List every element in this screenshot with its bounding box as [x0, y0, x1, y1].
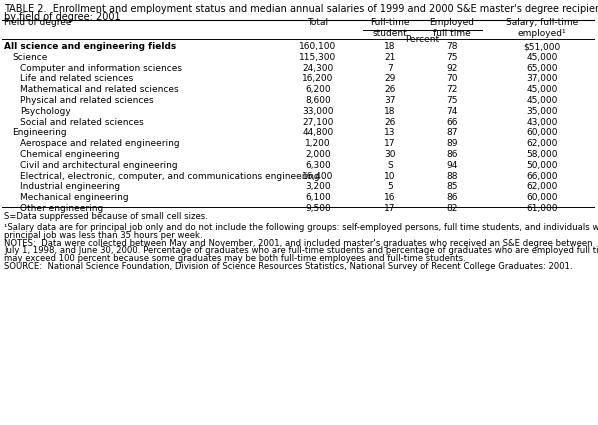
Text: 17: 17 — [385, 139, 396, 148]
Text: 30: 30 — [385, 150, 396, 159]
Text: Science: Science — [12, 53, 47, 62]
Text: 7: 7 — [387, 64, 393, 73]
Text: Field of degree: Field of degree — [4, 18, 72, 27]
Text: Psychology: Psychology — [20, 107, 71, 116]
Text: 10: 10 — [385, 172, 396, 181]
Text: Industrial engineering: Industrial engineering — [20, 182, 120, 191]
Text: 16,400: 16,400 — [303, 172, 334, 181]
Text: 72: 72 — [446, 85, 457, 94]
Text: 5: 5 — [387, 182, 393, 191]
Text: Mechanical engineering: Mechanical engineering — [20, 193, 129, 202]
Text: 26: 26 — [385, 85, 396, 94]
Text: S=Data suppressed because of small cell sizes.: S=Data suppressed because of small cell … — [4, 212, 208, 221]
Text: Percent: Percent — [405, 35, 440, 44]
Text: 66: 66 — [446, 118, 457, 127]
Text: Other engineering: Other engineering — [20, 204, 103, 213]
Text: Life and related sciences: Life and related sciences — [20, 74, 133, 83]
Text: 85: 85 — [446, 182, 457, 191]
Text: Aerospace and related engineering: Aerospace and related engineering — [20, 139, 179, 148]
Text: 86: 86 — [446, 150, 457, 159]
Text: Civil and architectural engineering: Civil and architectural engineering — [20, 161, 178, 170]
Text: 60,000: 60,000 — [526, 193, 558, 202]
Text: Engineering: Engineering — [12, 128, 66, 137]
Text: 70: 70 — [446, 74, 457, 83]
Text: Employed
full time: Employed full time — [429, 18, 474, 38]
Text: Physical and related sciences: Physical and related sciences — [20, 96, 154, 105]
Text: 35,000: 35,000 — [526, 107, 558, 116]
Text: Full-time
student: Full-time student — [370, 18, 410, 38]
Text: 13: 13 — [385, 128, 396, 137]
Text: 3,200: 3,200 — [305, 182, 331, 191]
Text: 82: 82 — [446, 204, 457, 213]
Text: 86: 86 — [446, 193, 457, 202]
Text: principal job was less than 35 hours per week.: principal job was less than 35 hours per… — [4, 231, 203, 240]
Text: 87: 87 — [446, 128, 457, 137]
Text: 78: 78 — [446, 42, 457, 51]
Text: 16,200: 16,200 — [303, 74, 334, 83]
Text: 62,000: 62,000 — [526, 139, 558, 148]
Text: 75: 75 — [446, 96, 457, 105]
Text: 6,100: 6,100 — [305, 193, 331, 202]
Text: 45,000: 45,000 — [526, 85, 558, 94]
Text: $51,000: $51,000 — [523, 42, 561, 51]
Text: 9,500: 9,500 — [305, 204, 331, 213]
Text: ¹Salary data are for principal job only and do not include the following groups:: ¹Salary data are for principal job only … — [4, 223, 598, 232]
Text: Computer and information sciences: Computer and information sciences — [20, 64, 182, 73]
Text: Chemical engineering: Chemical engineering — [20, 150, 120, 159]
Text: 26: 26 — [385, 118, 396, 127]
Text: 74: 74 — [446, 107, 457, 116]
Text: 37: 37 — [385, 96, 396, 105]
Text: 2,000: 2,000 — [305, 150, 331, 159]
Text: 18: 18 — [385, 107, 396, 116]
Text: 1,200: 1,200 — [305, 139, 331, 148]
Text: 6,200: 6,200 — [305, 85, 331, 94]
Text: 21: 21 — [385, 53, 396, 62]
Text: 24,300: 24,300 — [303, 64, 334, 73]
Text: 27,100: 27,100 — [303, 118, 334, 127]
Text: 37,000: 37,000 — [526, 74, 558, 83]
Text: 61,000: 61,000 — [526, 204, 558, 213]
Text: All science and engineering fields: All science and engineering fields — [4, 42, 176, 51]
Text: 88: 88 — [446, 172, 457, 181]
Text: 18: 18 — [385, 42, 396, 51]
Text: NOTES:  Data were collected between May and November, 2001, and included master': NOTES: Data were collected between May a… — [4, 238, 593, 247]
Text: by field of degree: 2001: by field of degree: 2001 — [4, 12, 121, 22]
Text: Mathematical and related sciences: Mathematical and related sciences — [20, 85, 179, 94]
Text: 160,100: 160,100 — [300, 42, 337, 51]
Text: S: S — [387, 161, 393, 170]
Text: 29: 29 — [385, 74, 396, 83]
Text: 44,800: 44,800 — [303, 128, 334, 137]
Text: Electrical, electronic, computer, and communications engineering: Electrical, electronic, computer, and co… — [20, 172, 319, 181]
Text: SOURCE:  National Science Foundation, Division of Science Resources Statistics, : SOURCE: National Science Foundation, Div… — [4, 262, 573, 271]
Text: Total: Total — [307, 18, 328, 27]
Text: 17: 17 — [385, 204, 396, 213]
Text: 62,000: 62,000 — [526, 182, 558, 191]
Text: Social and related sciences: Social and related sciences — [20, 118, 144, 127]
Text: 66,000: 66,000 — [526, 172, 558, 181]
Text: 45,000: 45,000 — [526, 96, 558, 105]
Text: 94: 94 — [446, 161, 457, 170]
Text: 6,300: 6,300 — [305, 161, 331, 170]
Text: 65,000: 65,000 — [526, 64, 558, 73]
Text: 50,000: 50,000 — [526, 161, 558, 170]
Text: 8,600: 8,600 — [305, 96, 331, 105]
Text: 92: 92 — [446, 64, 457, 73]
Text: July 1, 1998, and June 30, 2000. Percentage of graduates who are full-time stude: July 1, 1998, and June 30, 2000. Percent… — [4, 246, 598, 255]
Text: 115,300: 115,300 — [300, 53, 337, 62]
Text: 58,000: 58,000 — [526, 150, 558, 159]
Text: 89: 89 — [446, 139, 457, 148]
Text: 45,000: 45,000 — [526, 53, 558, 62]
Text: TABLE 2.  Enrollment and employment status and median annual salaries of 1999 an: TABLE 2. Enrollment and employment statu… — [4, 4, 598, 14]
Text: Salary, full-time
employed¹: Salary, full-time employed¹ — [506, 18, 578, 38]
Text: 60,000: 60,000 — [526, 128, 558, 137]
Text: 33,000: 33,000 — [302, 107, 334, 116]
Text: may exceed 100 percent because some graduates may be both full-time employees an: may exceed 100 percent because some grad… — [4, 254, 466, 263]
Text: 75: 75 — [446, 53, 457, 62]
Text: 16: 16 — [385, 193, 396, 202]
Text: 43,000: 43,000 — [526, 118, 558, 127]
